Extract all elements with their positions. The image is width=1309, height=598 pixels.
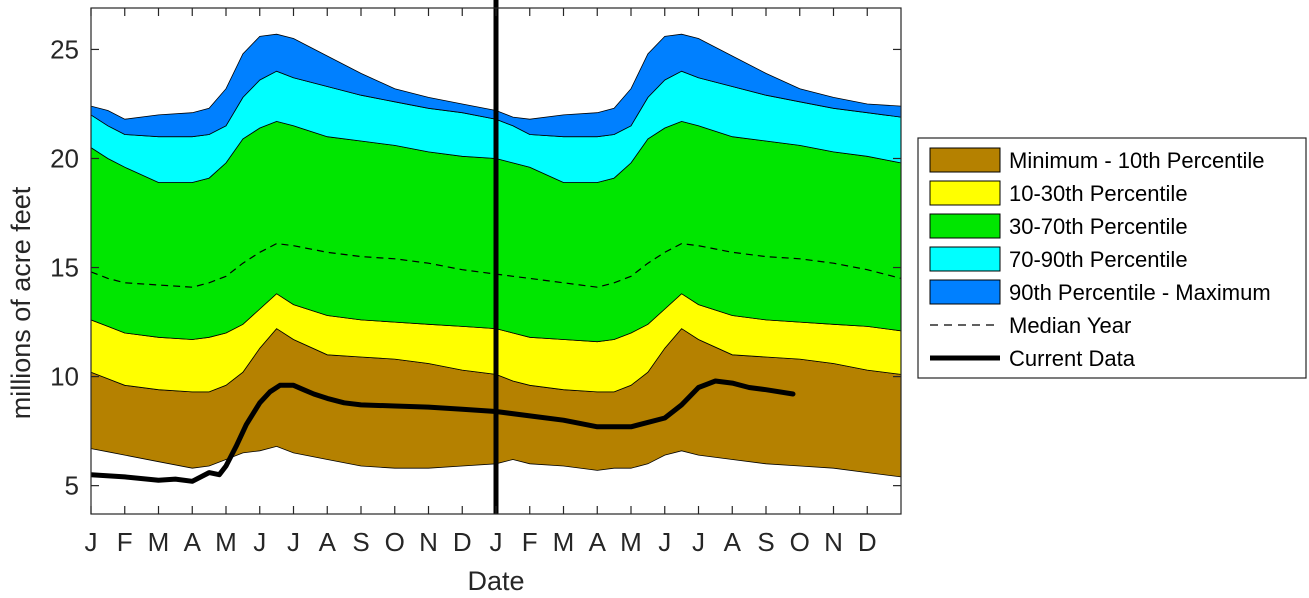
x-tick-label: O xyxy=(385,527,405,557)
legend-label: 10-30th Percentile xyxy=(1009,181,1188,206)
legend-label: Minimum - 10th Percentile xyxy=(1009,148,1265,173)
x-tick-label: M xyxy=(620,527,642,557)
x-axis-label: Date xyxy=(467,566,524,596)
current-data-line xyxy=(91,378,796,484)
band-4 xyxy=(91,33,901,138)
x-tick-label: A xyxy=(589,527,607,557)
x-tick-label: O xyxy=(790,527,810,557)
x-tick-label: A xyxy=(724,527,742,557)
x-tick-label: D xyxy=(858,527,877,557)
x-tick-label: F xyxy=(522,527,538,557)
x-tick-label: S xyxy=(352,527,369,557)
y-axis-label: millions of acre feet xyxy=(6,186,36,419)
legend-label: 70-90th Percentile xyxy=(1009,247,1188,272)
x-tick-label: J xyxy=(658,527,671,557)
x-tick-label: F xyxy=(117,527,133,557)
x-tick-label: M xyxy=(553,527,575,557)
legend-swatch xyxy=(929,279,1001,305)
x-tick-label: S xyxy=(757,527,774,557)
x-tick-label: J xyxy=(692,527,705,557)
legend-label: 30-70th Percentile xyxy=(1009,214,1188,239)
legend-swatch xyxy=(929,180,1001,206)
y-tick-label: 5 xyxy=(65,471,79,501)
legend-swatch xyxy=(929,213,1001,239)
x-tick-label: J xyxy=(490,527,503,557)
x-tick-label: J xyxy=(85,527,98,557)
x-tick-label: M xyxy=(148,527,170,557)
x-tick-label: D xyxy=(453,527,472,557)
x-tick-label: J xyxy=(287,527,300,557)
legend-swatch xyxy=(929,147,1001,173)
y-tick-label: 20 xyxy=(50,143,79,173)
x-tick-label: N xyxy=(419,527,438,557)
x-tick-label: J xyxy=(253,527,266,557)
legend: Minimum - 10th Percentile 10-30th Percent… xyxy=(917,137,1307,379)
y-tick-label: 10 xyxy=(50,362,79,392)
y-tick-label: 15 xyxy=(50,253,79,283)
x-tick-label: A xyxy=(184,527,202,557)
legend-swatch xyxy=(929,246,1001,272)
x-tick-label: A xyxy=(319,527,337,557)
x-tick-label: M xyxy=(215,527,237,557)
legend-label: Median Year xyxy=(1009,313,1131,338)
y-tick-label: 25 xyxy=(50,34,79,64)
x-tick-label: N xyxy=(824,527,843,557)
legend-label: 90th Percentile - Maximum xyxy=(1009,280,1271,305)
legend-label: Current Data xyxy=(1009,346,1136,371)
